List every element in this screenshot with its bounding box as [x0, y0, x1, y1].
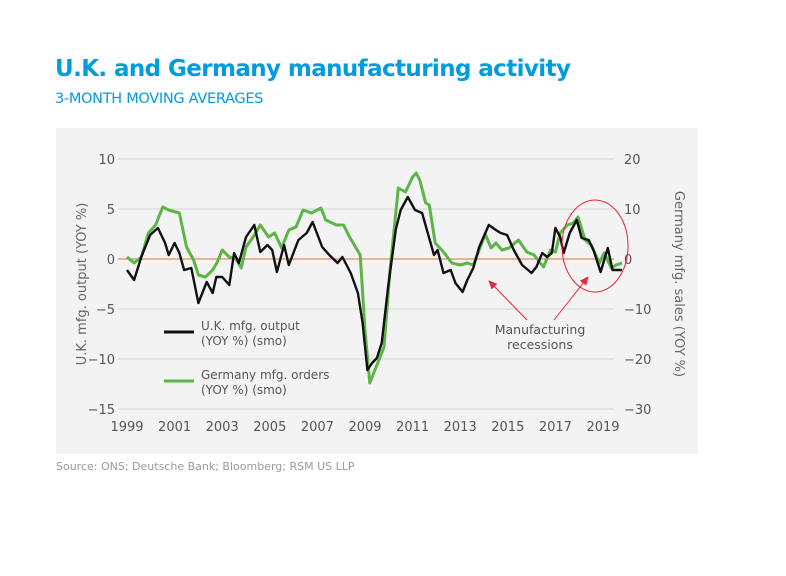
- y-right-tick-label: −30: [624, 403, 651, 418]
- y-right-tick-label: 20: [624, 153, 641, 168]
- recession-highlight-circle: [561, 199, 629, 293]
- x-tick-label: 2017: [539, 420, 572, 435]
- x-tick-label: 2003: [206, 420, 239, 435]
- legend-label: (YOY %) (smo): [201, 383, 287, 397]
- y-left-tick-label: −10: [88, 353, 115, 368]
- y-left-tick-label: −15: [88, 403, 115, 418]
- y-right-axis-label: Germany mfg. sales (YOY %): [671, 191, 686, 377]
- annotation-arrow: [553, 276, 589, 321]
- legend-label: Germany mfg. orders: [201, 368, 329, 382]
- y-left-tick-label: 5: [107, 203, 115, 218]
- x-tick-label: 2007: [301, 420, 334, 435]
- x-tick-label: 2009: [348, 420, 381, 435]
- germany-series-line: [126, 171, 623, 385]
- page-subtitle: 3-MONTH MOVING AVERAGES: [55, 91, 264, 107]
- x-tick-label: 2015: [491, 420, 524, 435]
- y-left-tick-label: −5: [96, 303, 115, 318]
- x-tick-label: 2001: [158, 420, 191, 435]
- y-left-tick-label: 0: [107, 253, 115, 268]
- page-title: U.K. and Germany manufacturing activity: [55, 56, 571, 82]
- y-right-tick-label: −10: [624, 303, 651, 318]
- y-left-axis-label: U.K. mfg. output (YOY %): [75, 203, 90, 366]
- y-right-tick-label: 10: [624, 203, 641, 218]
- y-left-tick-label: 10: [98, 153, 115, 168]
- x-tick-label: 2019: [586, 420, 619, 435]
- annotation-label: Manufacturing: [495, 322, 586, 337]
- x-tick-label: 1999: [110, 420, 143, 435]
- legend-label: (YOY %) (smo): [201, 334, 287, 348]
- chart-panel: [56, 128, 698, 454]
- annotation-label: recessions: [507, 337, 573, 352]
- x-tick-label: 2005: [253, 420, 286, 435]
- x-tick-label: 2013: [444, 420, 477, 435]
- y-right-tick-label: 0: [624, 253, 632, 268]
- source-note: Source: ONS; Deutsche Bank; Bloomberg; R…: [56, 460, 355, 473]
- annotation-arrow: [488, 280, 528, 321]
- x-tick-label: 2011: [396, 420, 429, 435]
- uk-series-line: [126, 195, 622, 372]
- legend-label: U.K. mfg. output: [201, 319, 300, 333]
- y-right-tick-label: −20: [624, 353, 651, 368]
